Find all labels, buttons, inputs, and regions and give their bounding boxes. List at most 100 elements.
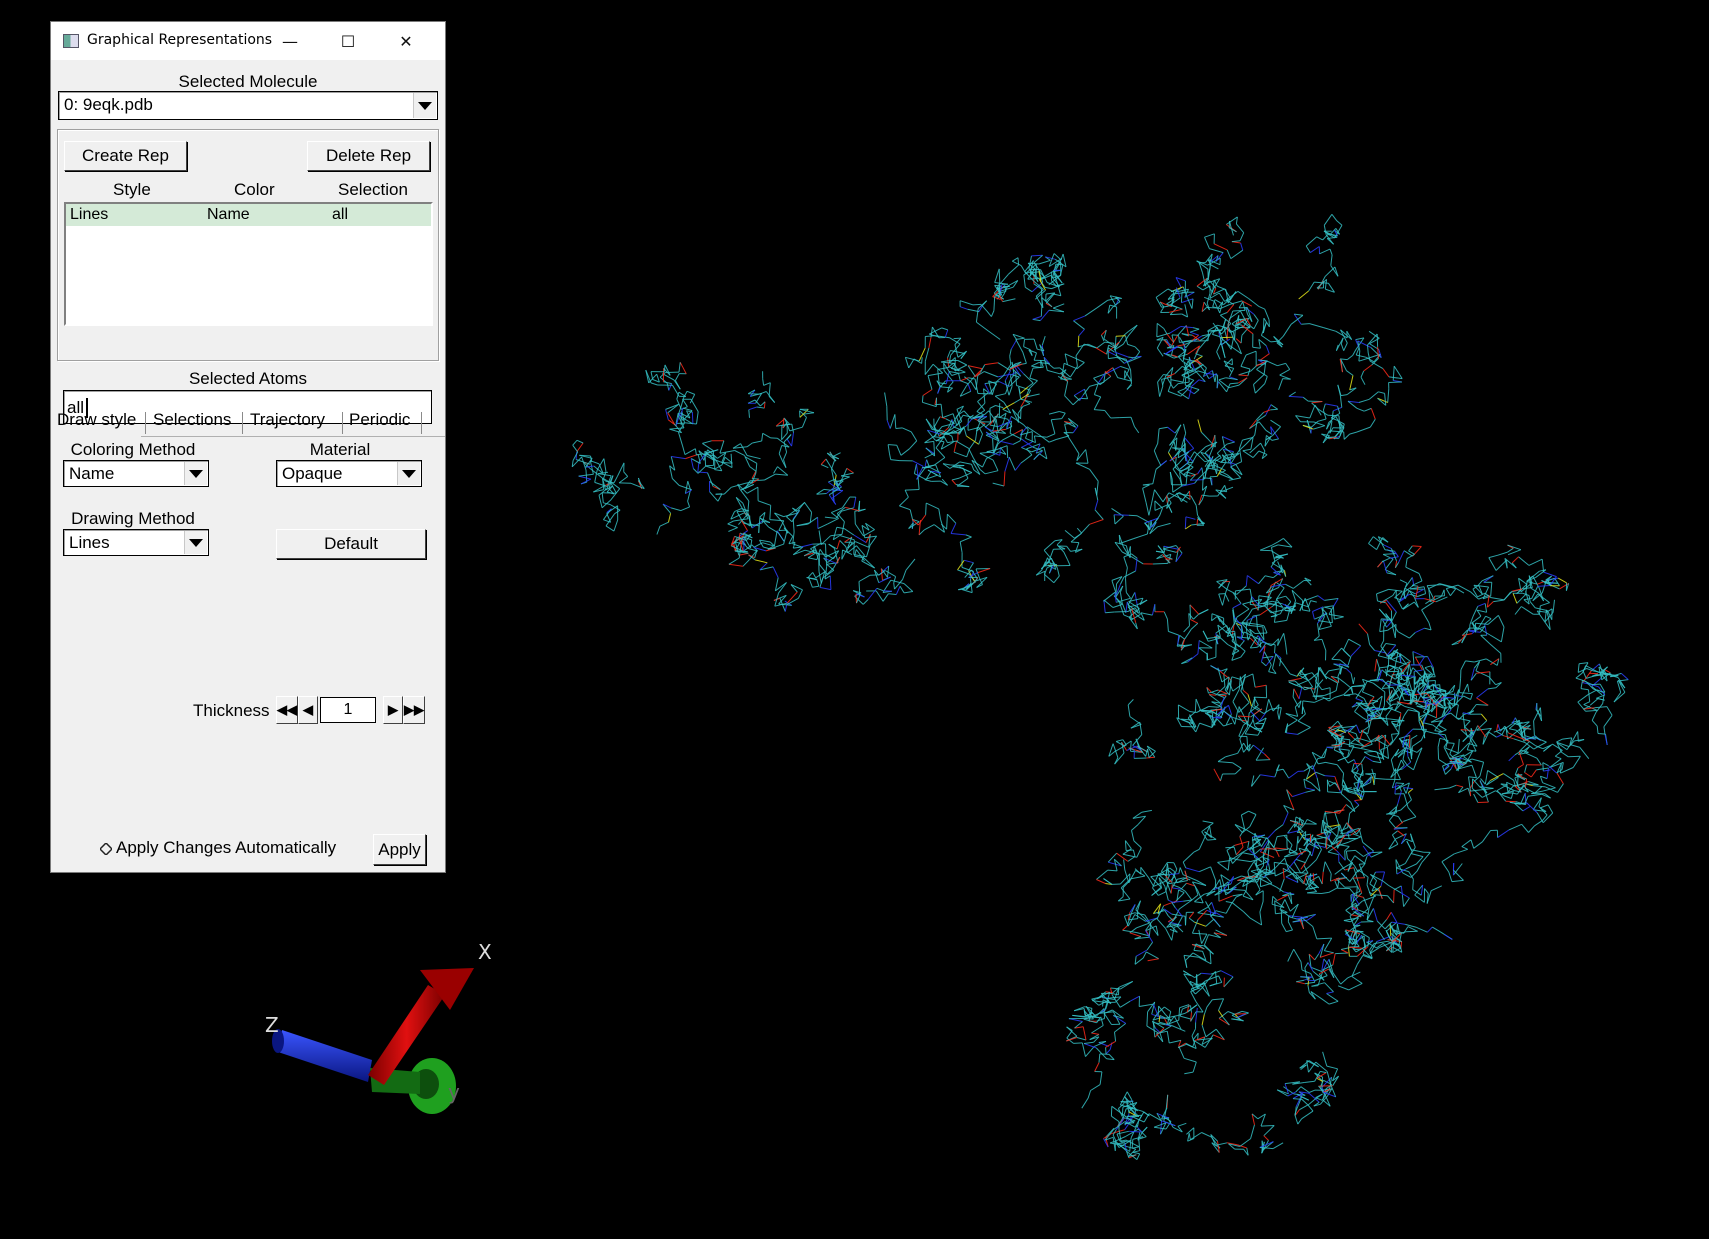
bond-line [1530,587,1540,594]
bond-line [1343,431,1345,440]
bond-line [1497,615,1505,628]
bond-line [1020,393,1029,400]
bond-line [1388,376,1403,380]
bond-line [1171,334,1175,343]
bond-line [1033,254,1043,263]
bond-line [1397,631,1410,639]
bond-line [1177,635,1180,645]
bond-line [1109,304,1117,308]
bond-line [731,535,743,544]
bond-line [1318,408,1329,416]
bond-line [1474,658,1487,663]
bond-line [1369,360,1384,370]
bond-line [973,415,984,418]
bond-line [966,435,979,445]
bond-line [1009,356,1012,365]
bond-line [1398,720,1401,734]
bond-line [1059,411,1066,414]
bond-line [1339,395,1343,408]
bond-line [732,446,748,449]
bond-line [1023,373,1034,384]
bond-line [993,296,996,311]
bond-line [980,304,988,312]
bond-line [1214,299,1224,306]
bond-line [960,377,969,382]
bond-line [1482,731,1490,745]
bond-line [669,428,682,434]
bond-line [659,372,666,378]
bond-line [832,456,839,460]
bond-line [1406,553,1415,560]
bond-line [610,488,621,501]
bond-line [1537,593,1550,604]
bond-line [1179,468,1188,472]
bond-line [927,375,933,390]
bond-line [751,470,757,479]
bond-line [1041,297,1053,308]
bond-line [1353,787,1357,795]
bond-line [1193,389,1200,395]
bond-line [895,427,903,429]
bond-line [1323,813,1325,823]
bond-line [1330,254,1333,266]
bond-line [736,510,749,513]
bond-line [764,473,776,481]
bond-line [777,437,790,448]
bond-line [947,387,953,393]
bond-line [844,536,853,543]
bond-line [1028,380,1038,390]
bond-line [1394,590,1403,599]
bond-line [1260,882,1273,888]
bond-line [1167,293,1173,300]
bond-line [1126,384,1132,390]
bond-line [1377,561,1383,568]
bond-line [1104,410,1112,419]
bond-line [1157,381,1161,397]
bond-line [740,443,748,456]
bond-line [1312,611,1315,620]
bond-line [749,466,757,472]
bond-line [1222,436,1235,443]
bond-line [576,442,584,453]
bond-line [1299,667,1305,675]
bond-line [953,337,961,340]
bond-line [856,595,861,604]
bond-line [950,350,966,354]
bond-line [828,486,842,496]
bond-line [1318,620,1333,624]
bond-line [763,382,771,386]
bond-line [1426,693,1437,706]
bond-line [1389,708,1402,714]
bond-line [1242,890,1247,897]
bond-line [1019,431,1033,436]
bond-line [924,459,928,467]
bond-line [958,373,961,382]
bond-line [1272,600,1283,605]
bond-line [1334,616,1344,620]
bond-line [1279,374,1291,380]
bond-line [880,568,883,581]
bond-line [1316,279,1327,289]
bond-line [603,458,607,472]
bond-line [992,438,994,454]
bond-line [1227,644,1240,652]
bond-line [814,549,820,561]
bond-line [1472,588,1478,598]
bond-line [1107,341,1120,353]
bond-line [812,572,817,579]
bond-line [1218,292,1225,302]
bond-line [1167,452,1173,459]
bond-line [759,391,767,395]
bond-line [882,593,889,602]
bond-line [1249,419,1257,429]
bond-line [1328,613,1344,618]
bond-line [1265,586,1273,594]
bond-line [1135,622,1138,630]
bond-line [1368,543,1377,550]
bond-line [1167,288,1175,293]
bond-line [786,509,797,518]
bond-line [1125,578,1127,593]
bond-line [1061,412,1066,419]
bond-line [1177,388,1185,393]
